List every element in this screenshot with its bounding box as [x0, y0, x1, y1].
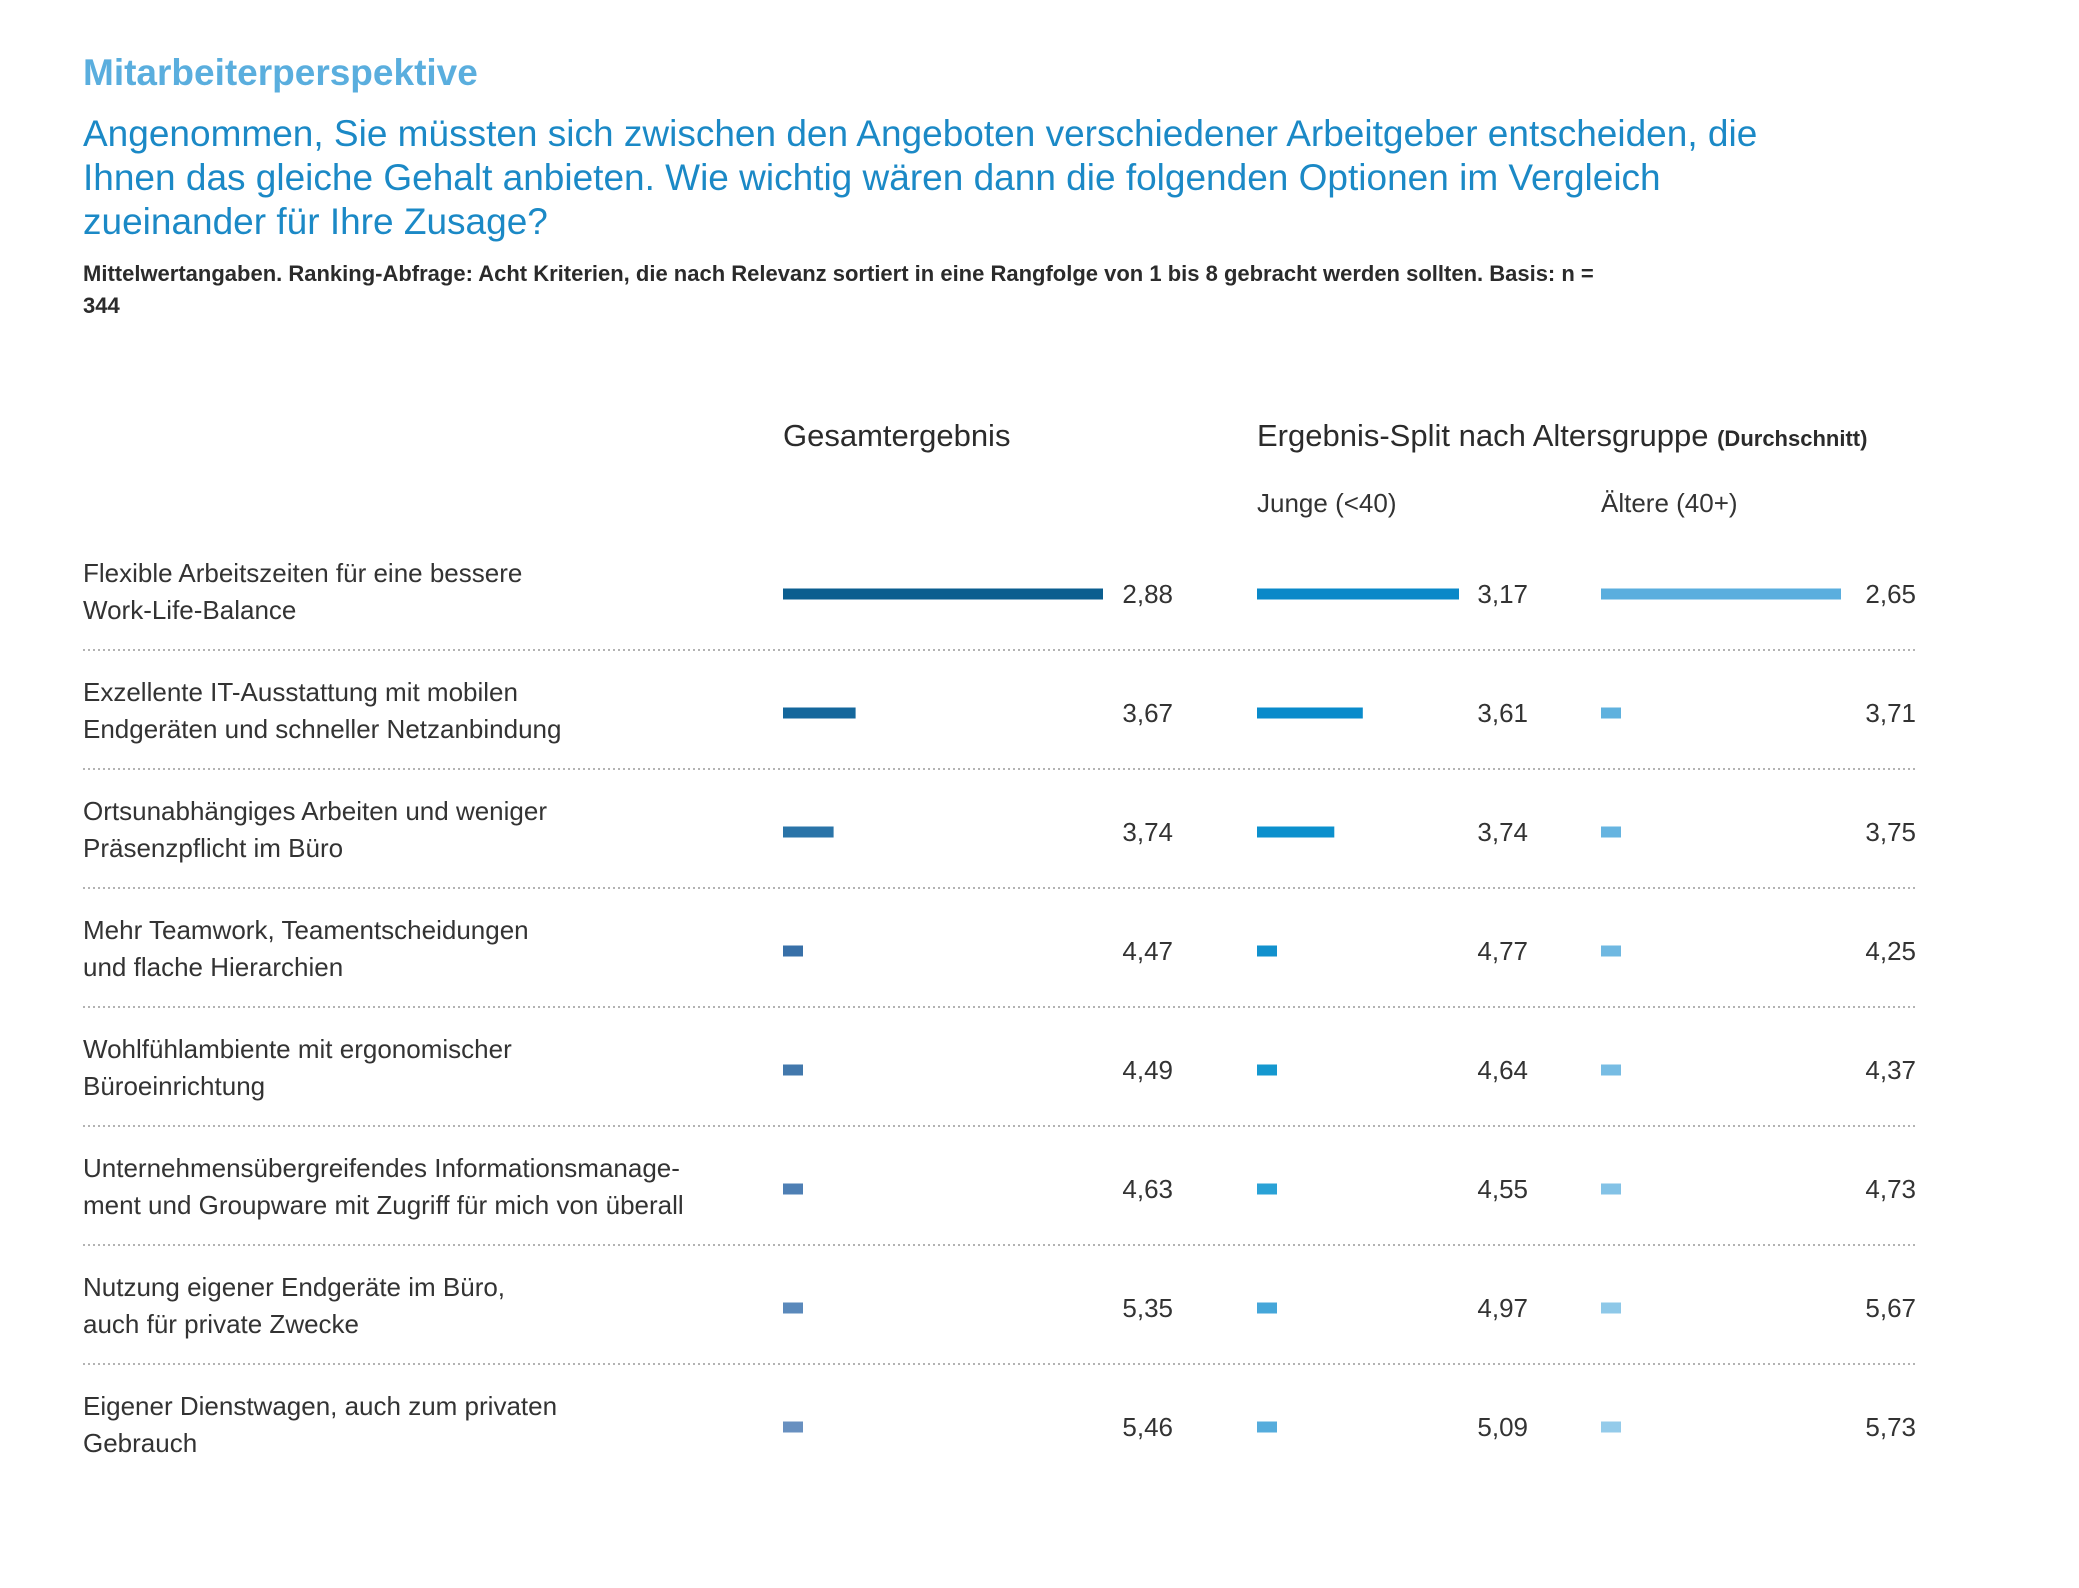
row-label-line: Mehr Teamwork, Teamentscheidungen	[83, 915, 529, 945]
value-label: 4,73	[1865, 1174, 1916, 1204]
value-label: 4,49	[1122, 1055, 1173, 1085]
row-label-line: Endgeräten und schneller Netzanbindung	[83, 714, 561, 744]
row-label-line: Nutzung eigener Endgeräte im Büro,	[83, 1272, 505, 1302]
bar-0-0	[783, 588, 1103, 600]
row-label-line: und flache Hierarchien	[83, 952, 343, 982]
value-label: 4,77	[1477, 936, 1528, 966]
row-label-line: Präsenzpflicht im Büro	[83, 833, 343, 863]
value-label: 3,71	[1865, 698, 1916, 728]
bar-2-1	[1601, 707, 1621, 719]
bar-0-4	[783, 1064, 803, 1076]
value-label: 3,61	[1477, 698, 1528, 728]
row-label: Nutzung eigener Endgeräte im Büro, auch f…	[83, 1272, 505, 1339]
row-label-line: Ortsunabhängiges Arbeiten und weniger	[83, 796, 547, 826]
row-label: Eigener Dienstwagen, auch zum privaten Ge…	[83, 1391, 557, 1458]
bar-2-3	[1601, 945, 1621, 957]
split-column-title: Ergebnis-Split nach Altersgruppe (Durchs…	[1257, 418, 1867, 454]
method-note: Mittelwertangaben. Ranking-Abfrage: Acht…	[83, 261, 1594, 318]
value-label: 4,64	[1477, 1055, 1528, 1085]
value-label: 4,47	[1122, 936, 1173, 966]
value-label: 5,73	[1865, 1412, 1916, 1442]
row-label-line: Flexible Arbeitszeiten für eine bessere	[83, 558, 522, 588]
row-label: Flexible Arbeitszeiten für eine bessere W…	[83, 558, 522, 625]
row-label-line: Büroeinrichtung	[83, 1071, 265, 1101]
row-label-line: auch für private Zwecke	[83, 1309, 359, 1339]
value-label: 3,67	[1122, 698, 1173, 728]
bar-1-5	[1257, 1183, 1277, 1195]
bar-1-6	[1257, 1302, 1277, 1314]
bar-0-6	[783, 1302, 803, 1314]
bar-2-2	[1601, 826, 1621, 838]
bar-2-6	[1601, 1302, 1621, 1314]
value-label: 5,67	[1865, 1293, 1916, 1323]
bar-1-1	[1257, 707, 1363, 719]
bar-0-5	[783, 1183, 803, 1195]
row-label-line: Eigener Dienstwagen, auch zum privaten	[83, 1391, 557, 1421]
bar-0-1	[783, 707, 856, 719]
bar-1-0	[1257, 588, 1459, 600]
row-label: Ortsunabhängiges Arbeiten und weniger Prä…	[83, 796, 547, 863]
row-label: Wohlfühlambiente mit ergonomischer Büroei…	[83, 1034, 512, 1101]
value-label: 3,74	[1122, 817, 1173, 847]
value-label: 4,63	[1122, 1174, 1173, 1204]
bar-1-3	[1257, 945, 1277, 957]
value-label: 3,75	[1865, 817, 1916, 847]
row-label: Exzellente IT-Ausstattung mit mobilen End…	[83, 677, 561, 744]
row-label-line: Unternehmensübergreifendes Informationsm…	[83, 1153, 680, 1183]
bar-1-7	[1257, 1421, 1277, 1433]
value-label: 4,25	[1865, 936, 1916, 966]
bar-0-7	[783, 1421, 803, 1433]
old-group-label: Ältere (40+)	[1601, 488, 1738, 518]
bar-0-3	[783, 945, 803, 957]
row-label-line: Gebrauch	[83, 1428, 197, 1458]
row-label: Mehr Teamwork, Teamentscheidungen und fla…	[83, 915, 529, 982]
value-label: 5,35	[1122, 1293, 1173, 1323]
value-label: 3,17	[1477, 579, 1528, 609]
bar-2-7	[1601, 1421, 1621, 1433]
split-title-text: Ergebnis-Split nach Altersgruppe	[1257, 418, 1709, 453]
value-label: 5,09	[1477, 1412, 1528, 1442]
young-group-label: Junge (<40)	[1257, 488, 1397, 518]
bar-1-2	[1257, 826, 1335, 838]
overall-column-title: Gesamtergebnis	[783, 418, 1011, 453]
survey-question: Angenommen, Sie müssten sich zwischen de…	[83, 113, 1758, 242]
row-label-line: Work-Life-Balance	[83, 595, 296, 625]
bar-2-4	[1601, 1064, 1621, 1076]
split-title-suffix: (Durchschnitt)	[1717, 426, 1868, 451]
bar-1-4	[1257, 1064, 1277, 1076]
value-label: 4,55	[1477, 1174, 1528, 1204]
value-label: 2,65	[1865, 579, 1916, 609]
value-label: 4,37	[1865, 1055, 1916, 1085]
bar-2-5	[1601, 1183, 1621, 1195]
value-label: 3,74	[1477, 817, 1528, 847]
value-label: 5,46	[1122, 1412, 1173, 1442]
section-label: Mitarbeiterperspektive	[83, 52, 478, 93]
row-label: Unternehmensübergreifendes Informationsm…	[83, 1153, 684, 1220]
value-label: 2,88	[1122, 579, 1173, 609]
row-label-line: Wohlfühlambiente mit ergonomischer	[83, 1034, 512, 1064]
row-label-line: Exzellente IT-Ausstattung mit mobilen	[83, 677, 518, 707]
bar-2-0	[1601, 588, 1841, 600]
row-label-line: ment und Groupware mit Zugriff für mich …	[83, 1190, 684, 1220]
value-label: 4,97	[1477, 1293, 1528, 1323]
bar-0-2	[783, 826, 834, 838]
